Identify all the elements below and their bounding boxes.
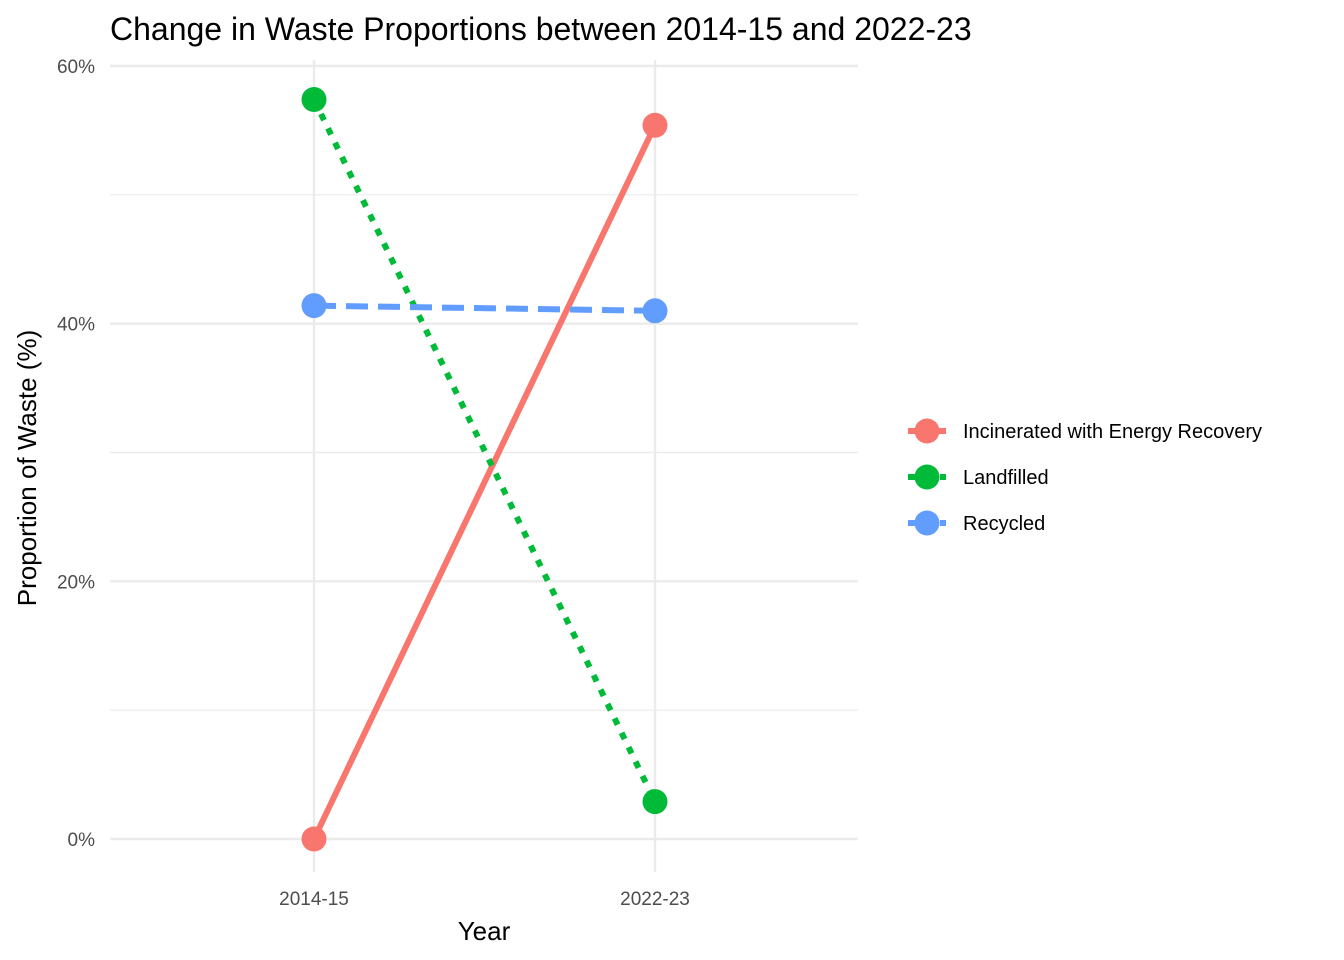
y-axis-ticks: 0% 20% 40% 60%: [57, 57, 95, 851]
grid: [110, 60, 858, 872]
legend-label: Recycled: [963, 513, 1045, 535]
data-point-recycled: [642, 298, 668, 324]
chart-title: Change in Waste Proportions between 2014…: [110, 11, 972, 47]
x-axis-ticks: 2014-15 2022-23: [279, 889, 690, 910]
x-tick-label: 2014-15: [279, 889, 349, 910]
data-point-landfilled: [642, 789, 668, 815]
data-point-recycled: [301, 293, 327, 319]
legend-key-point: [914, 464, 940, 490]
data-point-incinerated-with-energy-recovery: [301, 826, 327, 852]
y-tick-label: 20%: [57, 572, 95, 593]
data-points: [301, 86, 668, 852]
legend-label: Incinerated with Energy Recovery: [963, 421, 1262, 443]
series-line-recycled: [313, 302, 656, 314]
data-point-incinerated-with-energy-recovery: [642, 112, 668, 138]
y-tick-label: 0%: [68, 830, 96, 851]
y-tick-label: 60%: [57, 57, 95, 78]
y-tick-label: 40%: [57, 315, 95, 336]
x-axis-title: Year: [458, 916, 511, 946]
y-axis-title: Proportion of Waste (%): [12, 330, 42, 606]
x-tick-label: 2022-23: [620, 889, 690, 910]
legend-key-point: [914, 418, 940, 444]
series-line-incinerated-with-energy-recovery: [311, 123, 658, 841]
legend-label: Landfilled: [963, 467, 1049, 489]
series-line-landfilled: [311, 98, 658, 803]
legend-key-point: [914, 510, 940, 536]
data-point-landfilled: [301, 86, 327, 112]
series-lines: [311, 98, 658, 841]
legend: Incinerated with Energy Recovery Landfill…: [908, 418, 1262, 536]
